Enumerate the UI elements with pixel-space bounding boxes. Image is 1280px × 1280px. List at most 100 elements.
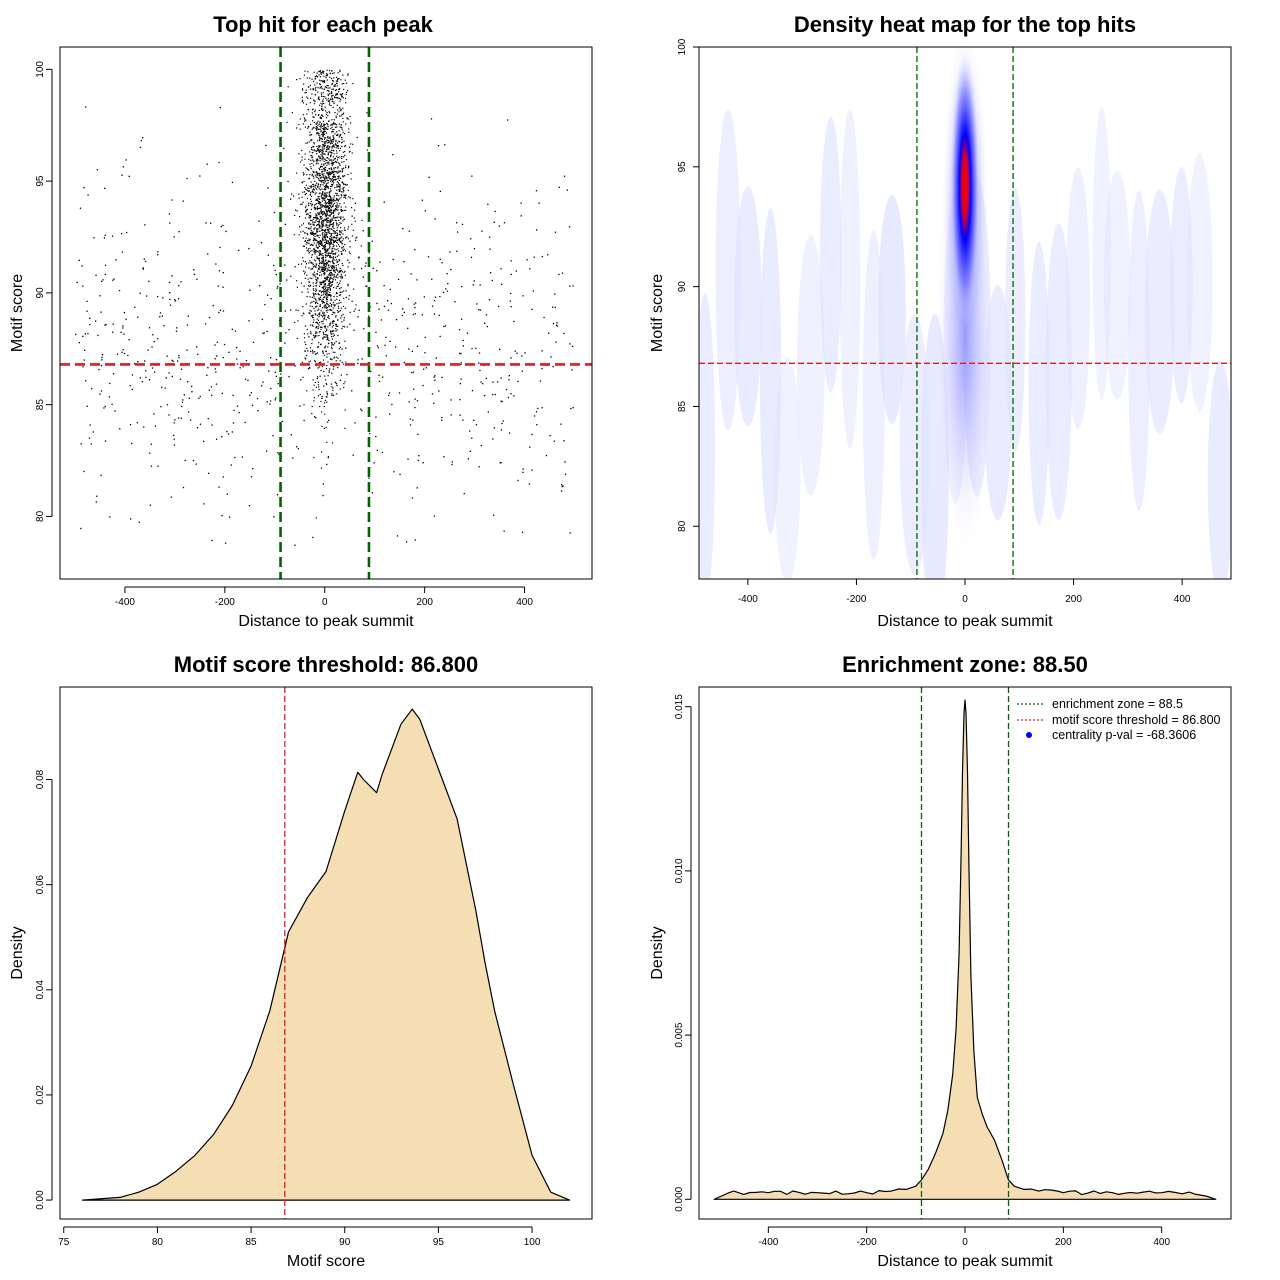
scatter-point [302,306,304,308]
scatter-point [333,330,335,332]
scatter-point [335,220,337,222]
scatter-point [324,179,326,182]
scatter-point [318,263,320,265]
scatter-point [267,187,269,189]
scatter-point [323,177,325,179]
scatter-point [335,144,337,146]
scatter-x-tick-label: 200 [416,597,433,608]
scatter-point [328,193,330,195]
scatter-point [311,305,313,308]
scatter-point [356,236,358,238]
scatter-point [248,320,250,322]
scatter-point [312,108,314,110]
scatter-point [328,264,330,266]
scatter-point [180,417,182,419]
scatter-point [337,357,339,359]
scatter-point [326,311,328,313]
scatter-point [326,69,328,71]
distance-density-y-label: Density [649,926,666,979]
scatter-point [93,237,95,239]
scatter-point [522,295,524,297]
scatter-point [330,163,333,165]
scatter-point [86,405,88,407]
scatter-point [249,289,251,291]
scatter-point [564,461,566,463]
scatter-point [339,93,341,95]
scatter-point [181,405,183,408]
scatter-point [300,231,302,233]
scatter-point [303,245,305,247]
scatter-point [321,282,323,284]
scatter-point [347,266,349,268]
scatter-point [328,187,330,189]
scatter-point [309,309,311,312]
scatter-point [311,314,313,316]
scatter-point [324,192,326,194]
scatter-point [543,316,545,319]
scatter-point [312,89,314,91]
scatter-point [298,197,300,199]
scatter-point [341,236,343,238]
scatter-point [335,147,337,149]
scatter-point [244,421,246,424]
scatter-point [322,266,324,268]
scatter-point [320,72,322,74]
scatter-point [335,76,338,78]
scatter-point [332,219,334,221]
scatter-point [326,149,328,151]
scatter-point [332,253,334,255]
scatter-point [325,319,327,321]
scatter-point [333,230,335,232]
scatter-point [319,217,322,219]
scatter-point [331,256,333,258]
scatter-point [310,181,312,183]
scatter-point [431,305,434,307]
scatter-point [316,377,318,380]
scatter-point [182,399,184,401]
scatter-point [323,188,325,190]
scatter-point [305,205,307,207]
scatter-point [334,208,336,211]
scatter-point [265,144,267,147]
scatter-point [333,77,335,79]
scatter-point [306,347,308,349]
scatter-point [327,174,329,176]
scatter-point [328,287,330,289]
scatter-point [331,285,333,287]
scatter-point [315,306,317,308]
scatter-point [327,93,329,95]
scatter-point [339,170,341,172]
scatter-point [529,446,531,448]
scatter-point [321,107,323,109]
heatmap-x-tick-label: -200 [846,594,866,605]
scatter-x-tick-label: 400 [516,597,533,608]
heatmap-background-density [1103,170,1131,400]
scatter-point [325,250,327,252]
scatter-point [347,89,349,92]
scatter-point [336,113,338,115]
scatter-point [513,320,515,323]
scatter-point [325,201,327,204]
scatter-point [322,81,324,83]
scatter-point [305,189,308,191]
scatter-point [328,104,331,106]
scatter-point [330,223,333,226]
scatter-point [189,419,192,421]
scatter-point [322,193,324,195]
scatter-point [321,204,323,206]
scatter-point [324,202,326,204]
score-density-y-label: Density [9,926,26,979]
scatter-point [305,211,307,213]
scatter-point [338,171,340,174]
scatter-point [316,75,318,77]
scatter-point [337,142,339,144]
scatter-point [327,455,329,458]
scatter-point [305,193,307,195]
scatter-point [330,188,332,190]
scatter-point [331,159,333,161]
score-density-y-tick-label: 0.04 [35,980,46,1000]
scatter-point [277,452,279,454]
scatter-point [370,370,372,373]
scatter-point [327,152,329,154]
scatter-point [305,89,307,91]
